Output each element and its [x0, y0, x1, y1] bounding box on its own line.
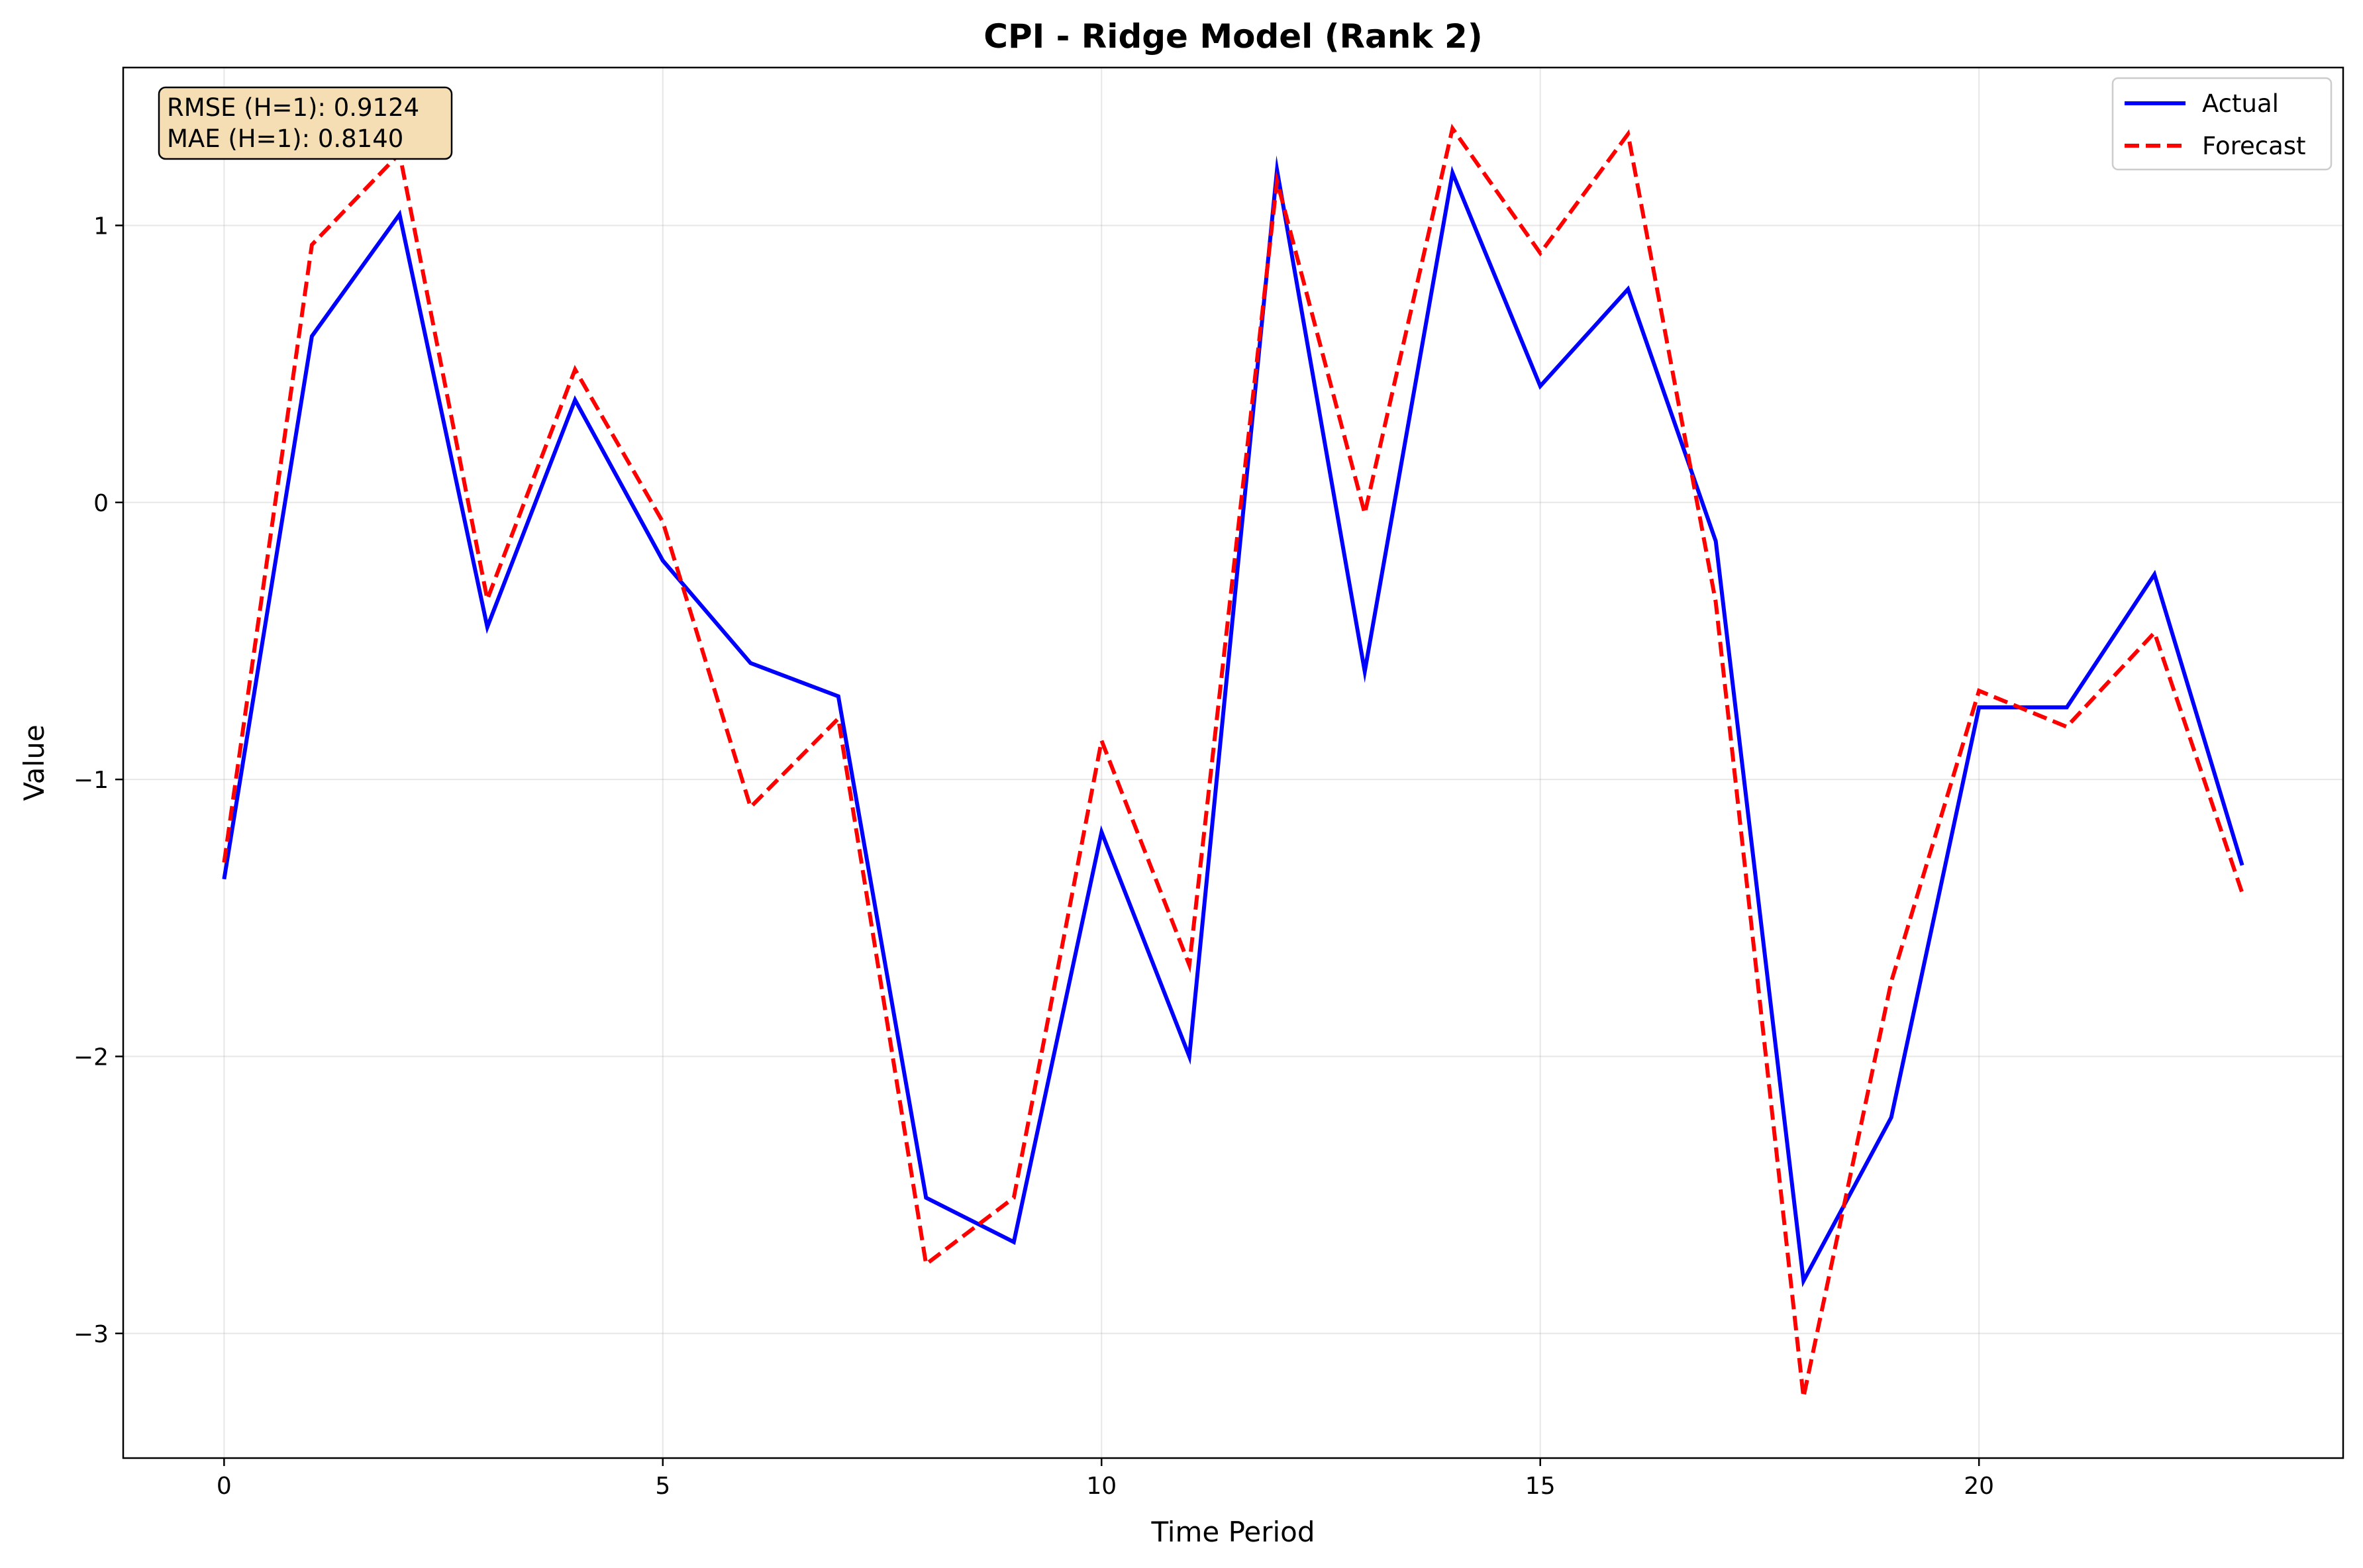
- stats-rmse: RMSE (H=1): 0.9124: [167, 93, 419, 122]
- y-axis-label: Value: [18, 724, 50, 801]
- legend: Actual Forecast: [2111, 77, 2333, 171]
- y-tick-label: 1: [93, 213, 109, 240]
- plot-frame: [122, 66, 2344, 1459]
- stats-box: RMSE (H=1): 0.9124 MAE (H=1): 0.8140: [158, 86, 453, 160]
- series-layer: [222, 123, 2244, 1410]
- legend-label-actual: Actual: [2202, 89, 2279, 118]
- stats-mae: MAE (H=1): 0.8140: [167, 124, 403, 153]
- y-tick-label: −1: [74, 767, 109, 794]
- legend-label-forecast: Forecast: [2202, 132, 2306, 160]
- grid: [123, 68, 2343, 1458]
- series-line-forecast: [222, 123, 2244, 1410]
- x-tick-label: 0: [217, 1473, 232, 1500]
- y-tick-label: −3: [74, 1321, 109, 1348]
- y-tick-label: 0: [93, 490, 109, 517]
- stats-box-background: [158, 86, 453, 160]
- ticks: 0 5 10 15 20 −3 −2 −1 0 1: [74, 213, 1994, 1500]
- series-line-actual: [222, 155, 2244, 1288]
- y-tick-label: −2: [74, 1044, 109, 1071]
- x-tick-label: 10: [1086, 1473, 1117, 1500]
- x-axis-label: Time Period: [1150, 1516, 1315, 1548]
- x-tick-label: 15: [1525, 1473, 1556, 1500]
- x-tick-label: 20: [1964, 1473, 1994, 1500]
- x-tick-label: 5: [655, 1473, 670, 1500]
- chart-title: CPI - Ridge Model (Rank 2): [983, 17, 1482, 56]
